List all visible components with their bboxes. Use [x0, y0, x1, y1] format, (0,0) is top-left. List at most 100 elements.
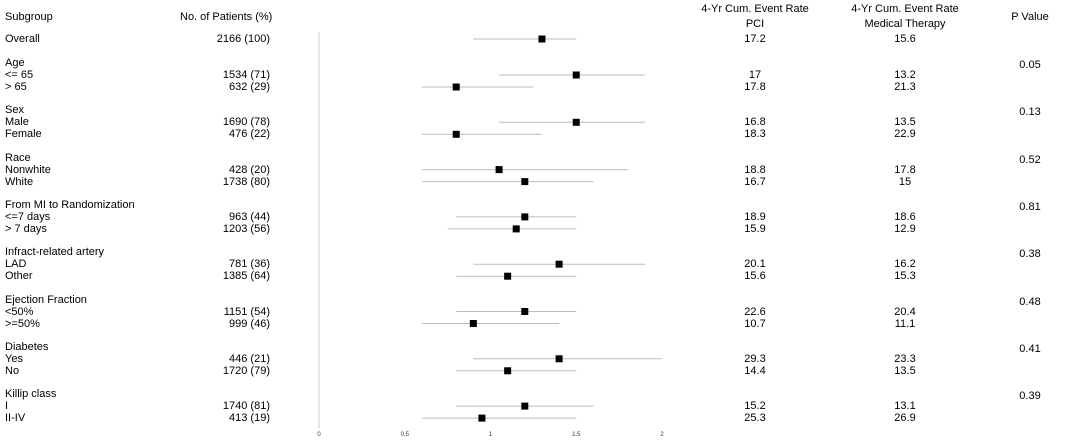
row-label: <=7 days: [5, 210, 51, 223]
row-pci: 22.6: [744, 305, 766, 318]
estimate-marker: [572, 71, 580, 79]
row-med: 22.9: [894, 128, 916, 141]
estimate-marker: [538, 35, 546, 43]
row-pci: 17: [748, 69, 762, 81]
pvalue: 0.39: [1019, 390, 1041, 403]
pvalue: 0.41: [1019, 342, 1041, 355]
tick-label: 0: [317, 432, 321, 438]
row-pci: 16.8: [744, 116, 766, 129]
row-pci: 15.9: [744, 222, 766, 235]
row-med: 13.5: [894, 116, 916, 129]
row-patients: 632 (29): [229, 81, 270, 93]
estimate-marker: [478, 414, 486, 422]
group-label: Infract-related artery: [5, 246, 105, 259]
row-med: 26.9: [894, 412, 916, 425]
pvalue: 0.05: [1019, 59, 1041, 71]
row-label: > 7 days: [5, 222, 47, 235]
estimate-marker: [572, 118, 580, 126]
row-label: Nonwhite: [5, 163, 51, 176]
tick-label: 0.5: [401, 432, 410, 438]
group-label: Killip class: [5, 388, 57, 401]
row-patients: 963 (44): [229, 210, 270, 223]
group-label: Age: [5, 57, 25, 69]
row-med: 13.1: [894, 400, 916, 413]
estimate-marker: [469, 320, 477, 327]
row-patients: 413 (19): [229, 412, 270, 425]
row-pci: 29.3: [744, 352, 766, 365]
row-med: 17.8: [894, 163, 916, 176]
row-med: 15: [898, 175, 912, 188]
row-med: 18.6: [894, 210, 916, 223]
row-patients: 781 (36): [229, 258, 270, 271]
row-label: II-IV: [5, 412, 26, 425]
header-pci-line1: 4-Yr Cum. Event Rate: [701, 3, 809, 15]
tick-label: 2: [660, 432, 664, 438]
group-label: Race: [5, 151, 31, 164]
row-patients: 1740 (81): [222, 400, 270, 413]
row-patients: 1151 (54): [223, 305, 270, 318]
row-med: 15.3: [894, 270, 916, 283]
pvalue: 0.13: [1019, 106, 1041, 119]
row-label: Female: [5, 128, 42, 141]
row-pci: 15.6: [744, 270, 766, 283]
group-label: Ejection Fraction: [5, 293, 87, 306]
estimate-marker: [521, 178, 529, 186]
row-med: 16.2: [894, 258, 916, 271]
row-patients: 1385 (64): [222, 270, 270, 283]
row-patients: 1203 (56): [222, 222, 270, 235]
header-med-line1: 4-Yr Cum. Event Rate: [851, 3, 959, 15]
pvalue: 0.38: [1019, 248, 1041, 261]
row-pci: 25.3: [744, 412, 766, 425]
row-med: 11.1: [894, 317, 916, 330]
row-pci: 16.7: [744, 175, 766, 188]
row-pci: 20.1: [744, 258, 766, 271]
row-med: 21.3: [894, 81, 916, 93]
row-patients: 476 (22): [229, 128, 270, 141]
estimate-marker: [521, 402, 529, 410]
header-patients: No. of Patients (%): [180, 11, 273, 23]
row-pci: 17.8: [744, 81, 766, 93]
row-pci: 18.8: [744, 163, 766, 176]
row-patients: 1720 (79): [222, 364, 270, 377]
row-label: LAD: [5, 258, 27, 271]
row-pci: 14.4: [744, 364, 766, 377]
overall-label: Overall: [5, 33, 40, 45]
row-patients: 999 (46): [229, 317, 270, 330]
row-label: <50%: [5, 305, 34, 318]
header-subgroup: Subgroup: [5, 11, 53, 23]
pvalue: 0.52: [1019, 153, 1041, 166]
estimate-marker: [512, 225, 520, 233]
row-label: > 65: [5, 81, 27, 93]
row-label: Yes: [5, 352, 23, 365]
row-med: 13.5: [894, 364, 916, 377]
row-patients: 428 (20): [229, 163, 270, 176]
estimate-marker: [495, 166, 503, 174]
row-med: 23.3: [894, 352, 916, 365]
estimate-marker: [521, 213, 529, 221]
overall-pci: 17.2: [744, 33, 766, 45]
header-pci-line2: PCI: [745, 18, 765, 30]
row-label: Other: [5, 270, 33, 283]
tick-label: 1: [489, 432, 493, 438]
overall-patients: 2166 (100): [216, 33, 270, 45]
group-label: Sex: [5, 104, 24, 117]
row-label: No: [5, 364, 20, 377]
estimate-marker: [504, 272, 512, 280]
row-label: White: [5, 175, 34, 188]
header-med-line2: Medical Therapy: [864, 18, 946, 30]
row-patients: 1534 (71): [222, 69, 270, 81]
row-pci: 15.2: [744, 400, 766, 413]
row-patients: 1738 (80): [222, 175, 270, 188]
row-pci: 18.9: [744, 210, 766, 223]
row-pci: 10.7: [744, 317, 766, 330]
row-med: 13.2: [894, 69, 916, 81]
row-pci: 18.3: [744, 128, 766, 141]
estimate-marker: [555, 355, 563, 363]
row-label: <= 65: [5, 69, 34, 81]
row-label: Male: [5, 116, 29, 129]
overall-med: 15.6: [894, 33, 916, 45]
pvalue: 0.81: [1019, 200, 1041, 213]
group-label: Diabetes: [5, 340, 49, 353]
row-patients: 1690 (78): [222, 116, 270, 129]
